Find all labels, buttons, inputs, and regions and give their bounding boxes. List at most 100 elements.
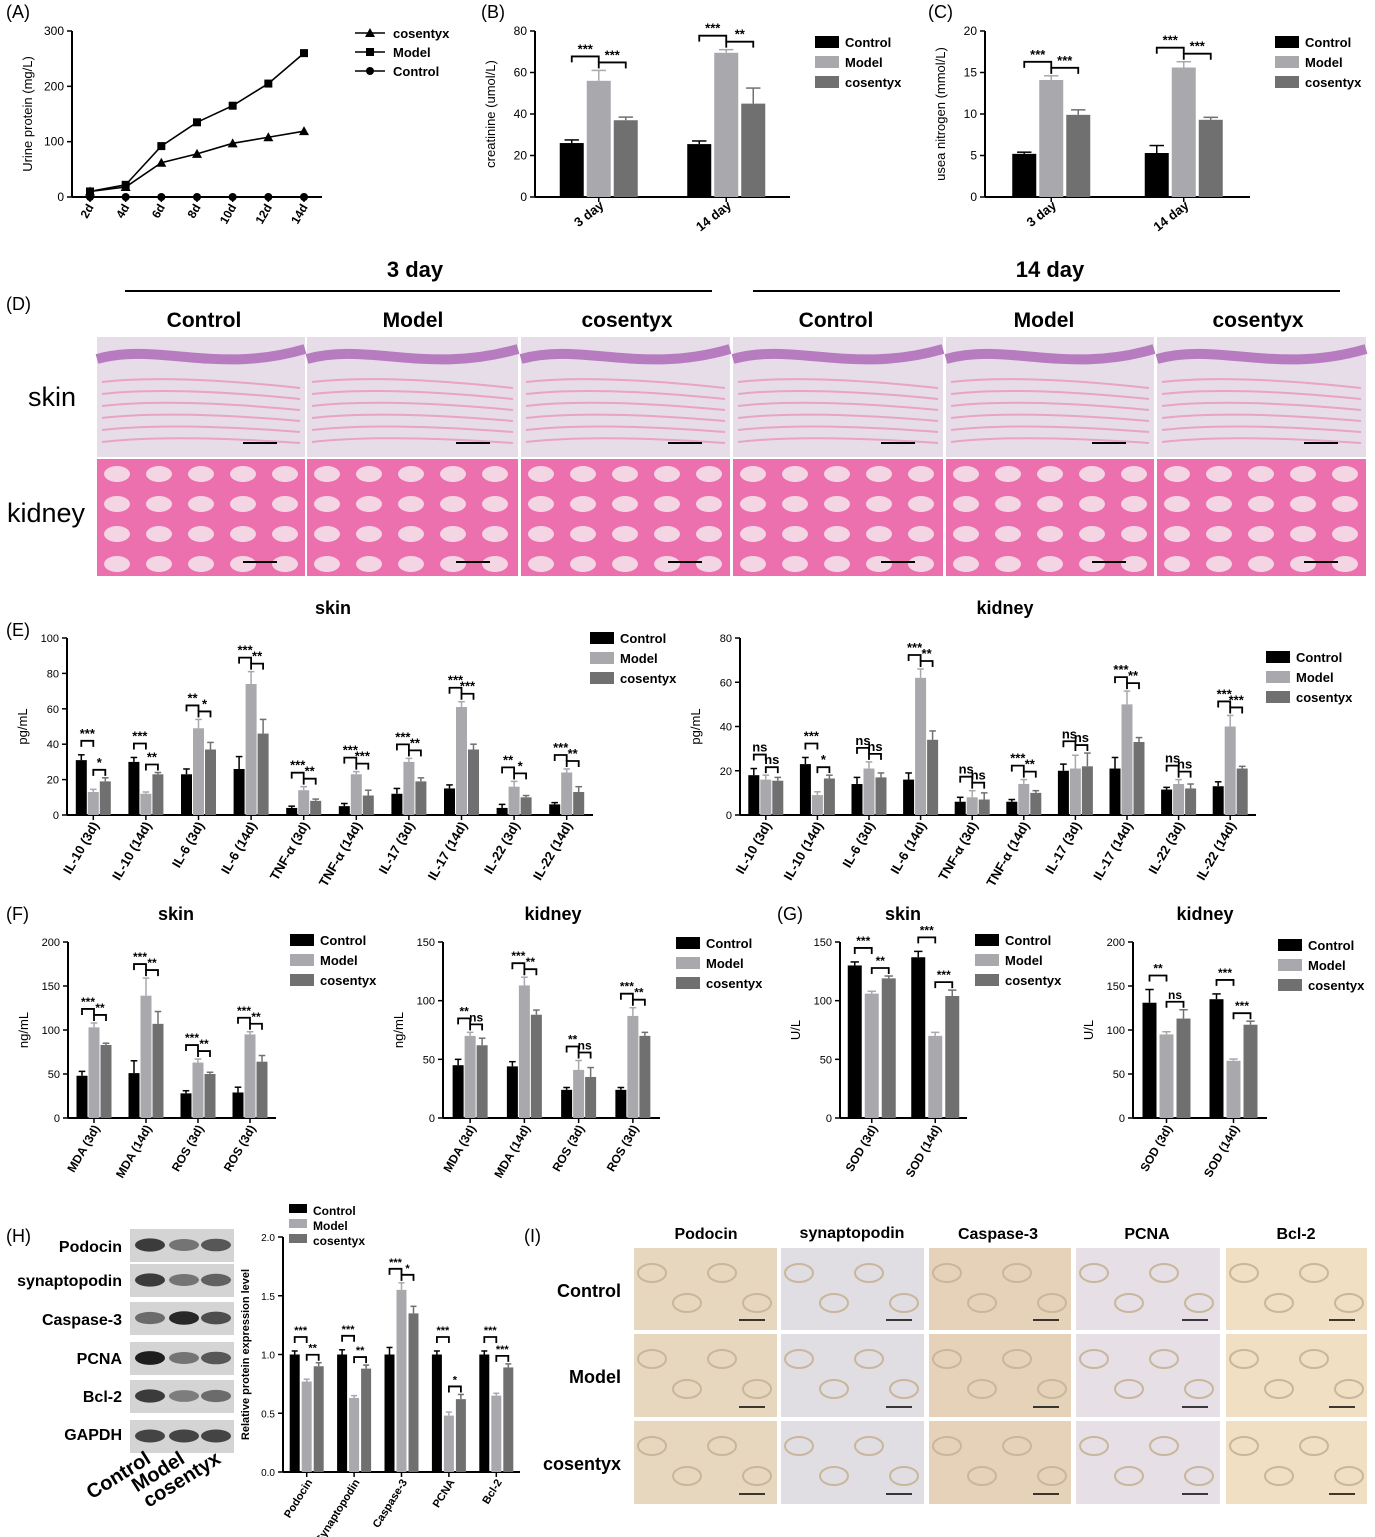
bar	[1018, 784, 1030, 815]
significance-label: ***	[1190, 39, 1206, 54]
legend-swatch	[289, 1204, 307, 1213]
x-tick-label: IL-22 (3d)	[1145, 819, 1187, 877]
tubule-lumen	[782, 556, 808, 572]
panel-label: (A)	[6, 2, 30, 22]
dermis-fiber	[311, 413, 514, 422]
panel-label: (E)	[6, 620, 30, 640]
tubule-lumen	[188, 496, 214, 512]
dermis-fiber	[101, 413, 301, 422]
legend-label: Model	[1305, 55, 1343, 70]
tubule-lumen	[1206, 466, 1232, 482]
tubule-lumen	[1290, 556, 1316, 572]
legend-swatch	[290, 954, 314, 966]
blot-image-grid	[130, 1229, 234, 1453]
ihc-stain-image	[929, 1248, 1071, 1330]
ihc-col-pcna: PCNA	[1124, 1226, 1170, 1243]
tubule-outline	[742, 1293, 772, 1313]
bar	[476, 1045, 488, 1118]
tubule-lumen	[1037, 466, 1063, 482]
dermis-fiber	[525, 389, 726, 400]
x-tick-label: IL-17 (14d)	[425, 819, 470, 883]
legend-swatch	[1278, 959, 1302, 971]
significance-bracket	[495, 1355, 510, 1362]
bar	[811, 795, 823, 815]
tubule-outline	[1334, 1379, 1364, 1399]
tubule-lumen	[482, 466, 508, 482]
ihc-stain-image	[1076, 1248, 1220, 1330]
legend-label: Model	[706, 956, 744, 971]
bar	[639, 1035, 651, 1118]
y-axis-label: usea nitrogen (mmol/L)	[933, 47, 948, 181]
significance-label: ***	[605, 47, 621, 62]
significance-bracket	[132, 742, 147, 750]
tubule-outline	[672, 1466, 702, 1486]
tubule-lumen	[654, 496, 680, 512]
bar	[408, 1313, 419, 1472]
tubule-lumen	[696, 466, 722, 482]
y-tick-label: 20	[514, 149, 528, 163]
y-tick-label: 80	[514, 24, 528, 38]
significance-bracket	[1165, 764, 1180, 772]
histology-tile	[519, 337, 732, 457]
bar	[301, 1381, 312, 1472]
dermis-fiber	[1161, 413, 1362, 422]
y-axis-label: pg/mL	[688, 708, 703, 744]
bar	[714, 52, 739, 197]
tubule-outline	[1114, 1379, 1144, 1399]
ihc-row-cosentyx: cosentyx	[543, 1454, 621, 1474]
tubule-lumen	[1079, 526, 1105, 542]
legend-marker	[366, 67, 374, 75]
tubule-lumen	[356, 496, 382, 512]
histology-tile	[97, 459, 305, 576]
protein-band	[135, 1351, 165, 1365]
tubule-outline	[742, 1466, 772, 1486]
legend-swatch	[290, 934, 314, 946]
bar	[431, 1354, 442, 1472]
tubule-outline	[637, 1436, 667, 1456]
significance-bracket	[388, 1267, 403, 1275]
significance-label: **	[568, 1033, 578, 1047]
tubule-lumen	[528, 526, 554, 542]
x-tick-label: SOD (14d)	[1201, 1123, 1242, 1180]
legend-swatch	[1275, 56, 1299, 68]
ihc-stain-image	[1076, 1421, 1220, 1504]
tubule-lumen	[995, 526, 1021, 542]
x-tick-label: Podocin	[282, 1477, 315, 1520]
tubule-outline	[854, 1436, 884, 1456]
significance-label: ns	[1165, 751, 1180, 766]
tubule-lumen	[230, 496, 256, 512]
panel-label-d: (D)	[6, 294, 31, 314]
significance-label: ***	[448, 673, 464, 688]
chart-title: skin	[158, 904, 194, 924]
dermis-fiber	[950, 389, 1150, 400]
significance-bracket	[80, 739, 95, 747]
histology-tile	[731, 337, 945, 457]
significance-bracket	[1022, 770, 1037, 778]
y-tick-label: 15	[964, 66, 978, 80]
histology-tile	[307, 459, 518, 576]
significance-bracket	[523, 968, 538, 976]
point-square	[157, 142, 166, 151]
histology-col-1: Control	[167, 309, 242, 332]
blot-strip	[130, 1342, 234, 1375]
ihc-stain-image	[781, 1248, 924, 1330]
histology-image-grid	[95, 337, 1368, 576]
tubule-lumen	[1037, 556, 1063, 572]
significance-bracket	[353, 1356, 368, 1364]
significance-bracket	[1114, 676, 1128, 684]
legend-swatch	[676, 937, 700, 949]
x-tick-label: IL-6 (3d)	[169, 819, 207, 870]
tubule-outline	[1184, 1293, 1214, 1313]
bar	[1198, 119, 1223, 197]
bar	[289, 1354, 300, 1472]
chart-b: (B) 0 20 40 60 80 creatinine (umol/L) *** *** 3 d…	[481, 2, 902, 234]
tubule-outline	[707, 1349, 737, 1369]
significance-bracket	[341, 1334, 356, 1342]
dermis-fiber	[311, 389, 514, 400]
legend-label: Control	[1305, 35, 1351, 50]
y-tick-label: 0	[1119, 1113, 1125, 1125]
tubule-outline	[1229, 1263, 1259, 1283]
bar	[204, 1074, 216, 1118]
significance-bracket	[1217, 700, 1232, 708]
bar	[232, 1092, 244, 1118]
